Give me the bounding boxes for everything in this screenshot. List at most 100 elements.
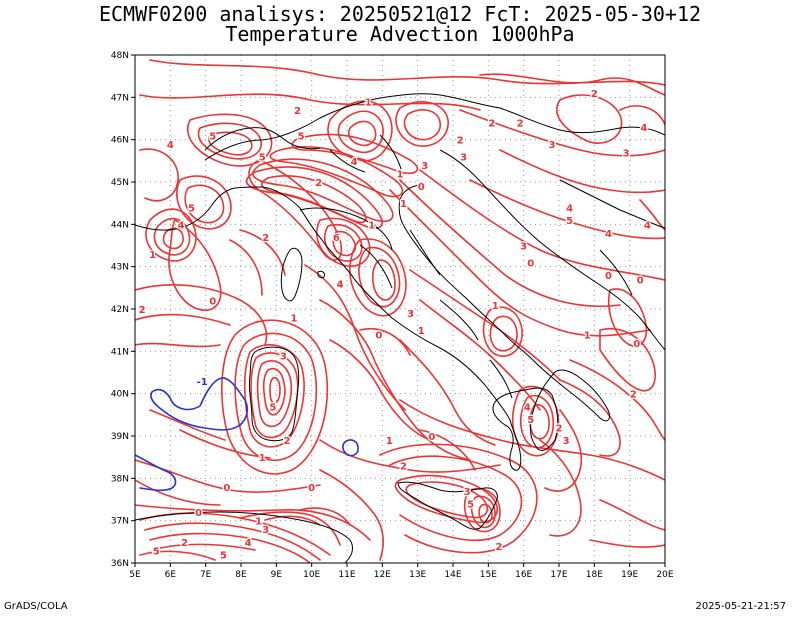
lon-tick-label: 14E [444,570,461,580]
contour-label: 4 [605,229,612,240]
contour-label: 1 [291,313,298,324]
contour-label: 1 [255,517,262,528]
lon-tick-label: 10E [303,570,320,580]
graticule [135,55,665,563]
contour-label: 2 [400,462,407,473]
contour-label: 4 [177,220,184,231]
contour-label: 0 [209,297,216,308]
map-subtitle: Temperature Advection 1000hPa [225,22,575,46]
contour-field [135,59,665,563]
swiss-border [204,127,321,151]
contour-label: 3 [262,525,269,536]
lon-tick-label: 19E [621,570,638,580]
corsica [280,247,303,302]
lat-tick-label: 40N [111,390,129,400]
lon-tick-label: 15E [480,570,497,580]
inner-border-4 [439,299,479,341]
lon-tick-label: 11E [338,570,355,580]
contour-label: 5 [188,203,195,214]
negative-contours [135,377,359,492]
contour-label: 1 [418,326,425,337]
contour-label: 3 [623,148,630,159]
alps-border [204,93,501,161]
contour-label: 5 [153,546,160,557]
contour-label: 2 [488,119,495,130]
contour-label: 2 [181,538,188,549]
software-credit: GrADS/COLA [4,601,68,612]
contour-label: 0 [418,182,425,193]
lon-tick-label: 13E [409,570,426,580]
contour-label: 4 [245,538,252,549]
lon-tick-label: 17E [550,570,567,580]
coastlines-borders [135,93,665,563]
lat-tick-label: 47N [111,93,129,103]
contour-label: 2 [294,106,301,117]
lat-tick-label: 38N [111,474,129,484]
contour-label: 0 [605,271,612,282]
inner-border-3 [409,229,441,276]
contour-label: 3 [563,436,570,447]
lon-tick-label: 7E [200,570,212,580]
contour-label: 0 [375,330,382,341]
lon-tick-label: 18E [586,570,603,580]
lat-tick-label: 41N [111,347,129,357]
france-coast [135,186,263,231]
contour-label: 0 [308,483,315,494]
contour-label: 2 [591,89,598,100]
contour-label: 4 [640,123,647,134]
contour-label: 3 [520,242,527,253]
lat-tick-label: 44N [111,220,129,230]
contour-label: 3 [548,140,555,151]
lat-tick-label: 46N [111,136,129,146]
lon-tick-label: 16E [515,570,532,580]
contour-label: 0 [223,483,230,494]
balkans-3 [599,249,633,296]
balkans-1 [499,107,665,136]
contour-label: 5 [467,500,474,511]
contour-label: 1 [365,98,372,109]
sicily [397,481,498,530]
contour-label: 3 [280,352,287,363]
contour-label: 2 [139,305,146,316]
render-timestamp: 2025-05-21-21:57 [695,601,786,612]
contour-label: 4 [336,280,343,291]
contour-label: 0 [637,275,644,286]
contour-label: 5 [209,131,216,142]
contour-label: 1 [492,301,499,312]
contour-label: 0 [633,339,640,350]
contour-label: 2 [457,136,464,147]
contour-label: 4 [644,220,651,231]
lat-tick-label: 48N [111,51,129,61]
contour-label: 5 [220,551,227,562]
lon-tick-label: 20E [656,570,673,580]
inner-border-7 [329,149,366,173]
lat-tick-label: 37N [111,517,129,527]
contour-label: 5 [269,402,276,413]
positive-contours [135,59,665,563]
elba [317,270,325,279]
lon-tick-label: 8E [235,570,247,580]
contour-label: 2 [283,436,290,447]
contour-label: 5 [298,131,305,142]
lat-tick-label: 43N [111,263,129,273]
sardinia [248,346,300,442]
contour-label: 5 [566,216,573,227]
lat-tick-label: 36N [111,559,129,569]
inner-border-1 [299,207,393,251]
contour-label: 5 [259,153,266,164]
contour-label: -1 [197,377,208,388]
contour-label: 2 [556,424,563,435]
contour-label: 2 [495,542,502,553]
contour-label: 2 [315,178,322,189]
contour-label: 6 [333,233,340,244]
contour-label: 4 [524,402,531,413]
contour-label: 3 [407,309,414,320]
inner-border-2 [359,244,393,289]
italy-coastline [261,184,611,471]
lat-tick-label: 45N [111,178,129,188]
contour-label: 1 [584,330,591,341]
contour-label: 4 [167,140,174,151]
contour-label: 2 [517,119,524,130]
